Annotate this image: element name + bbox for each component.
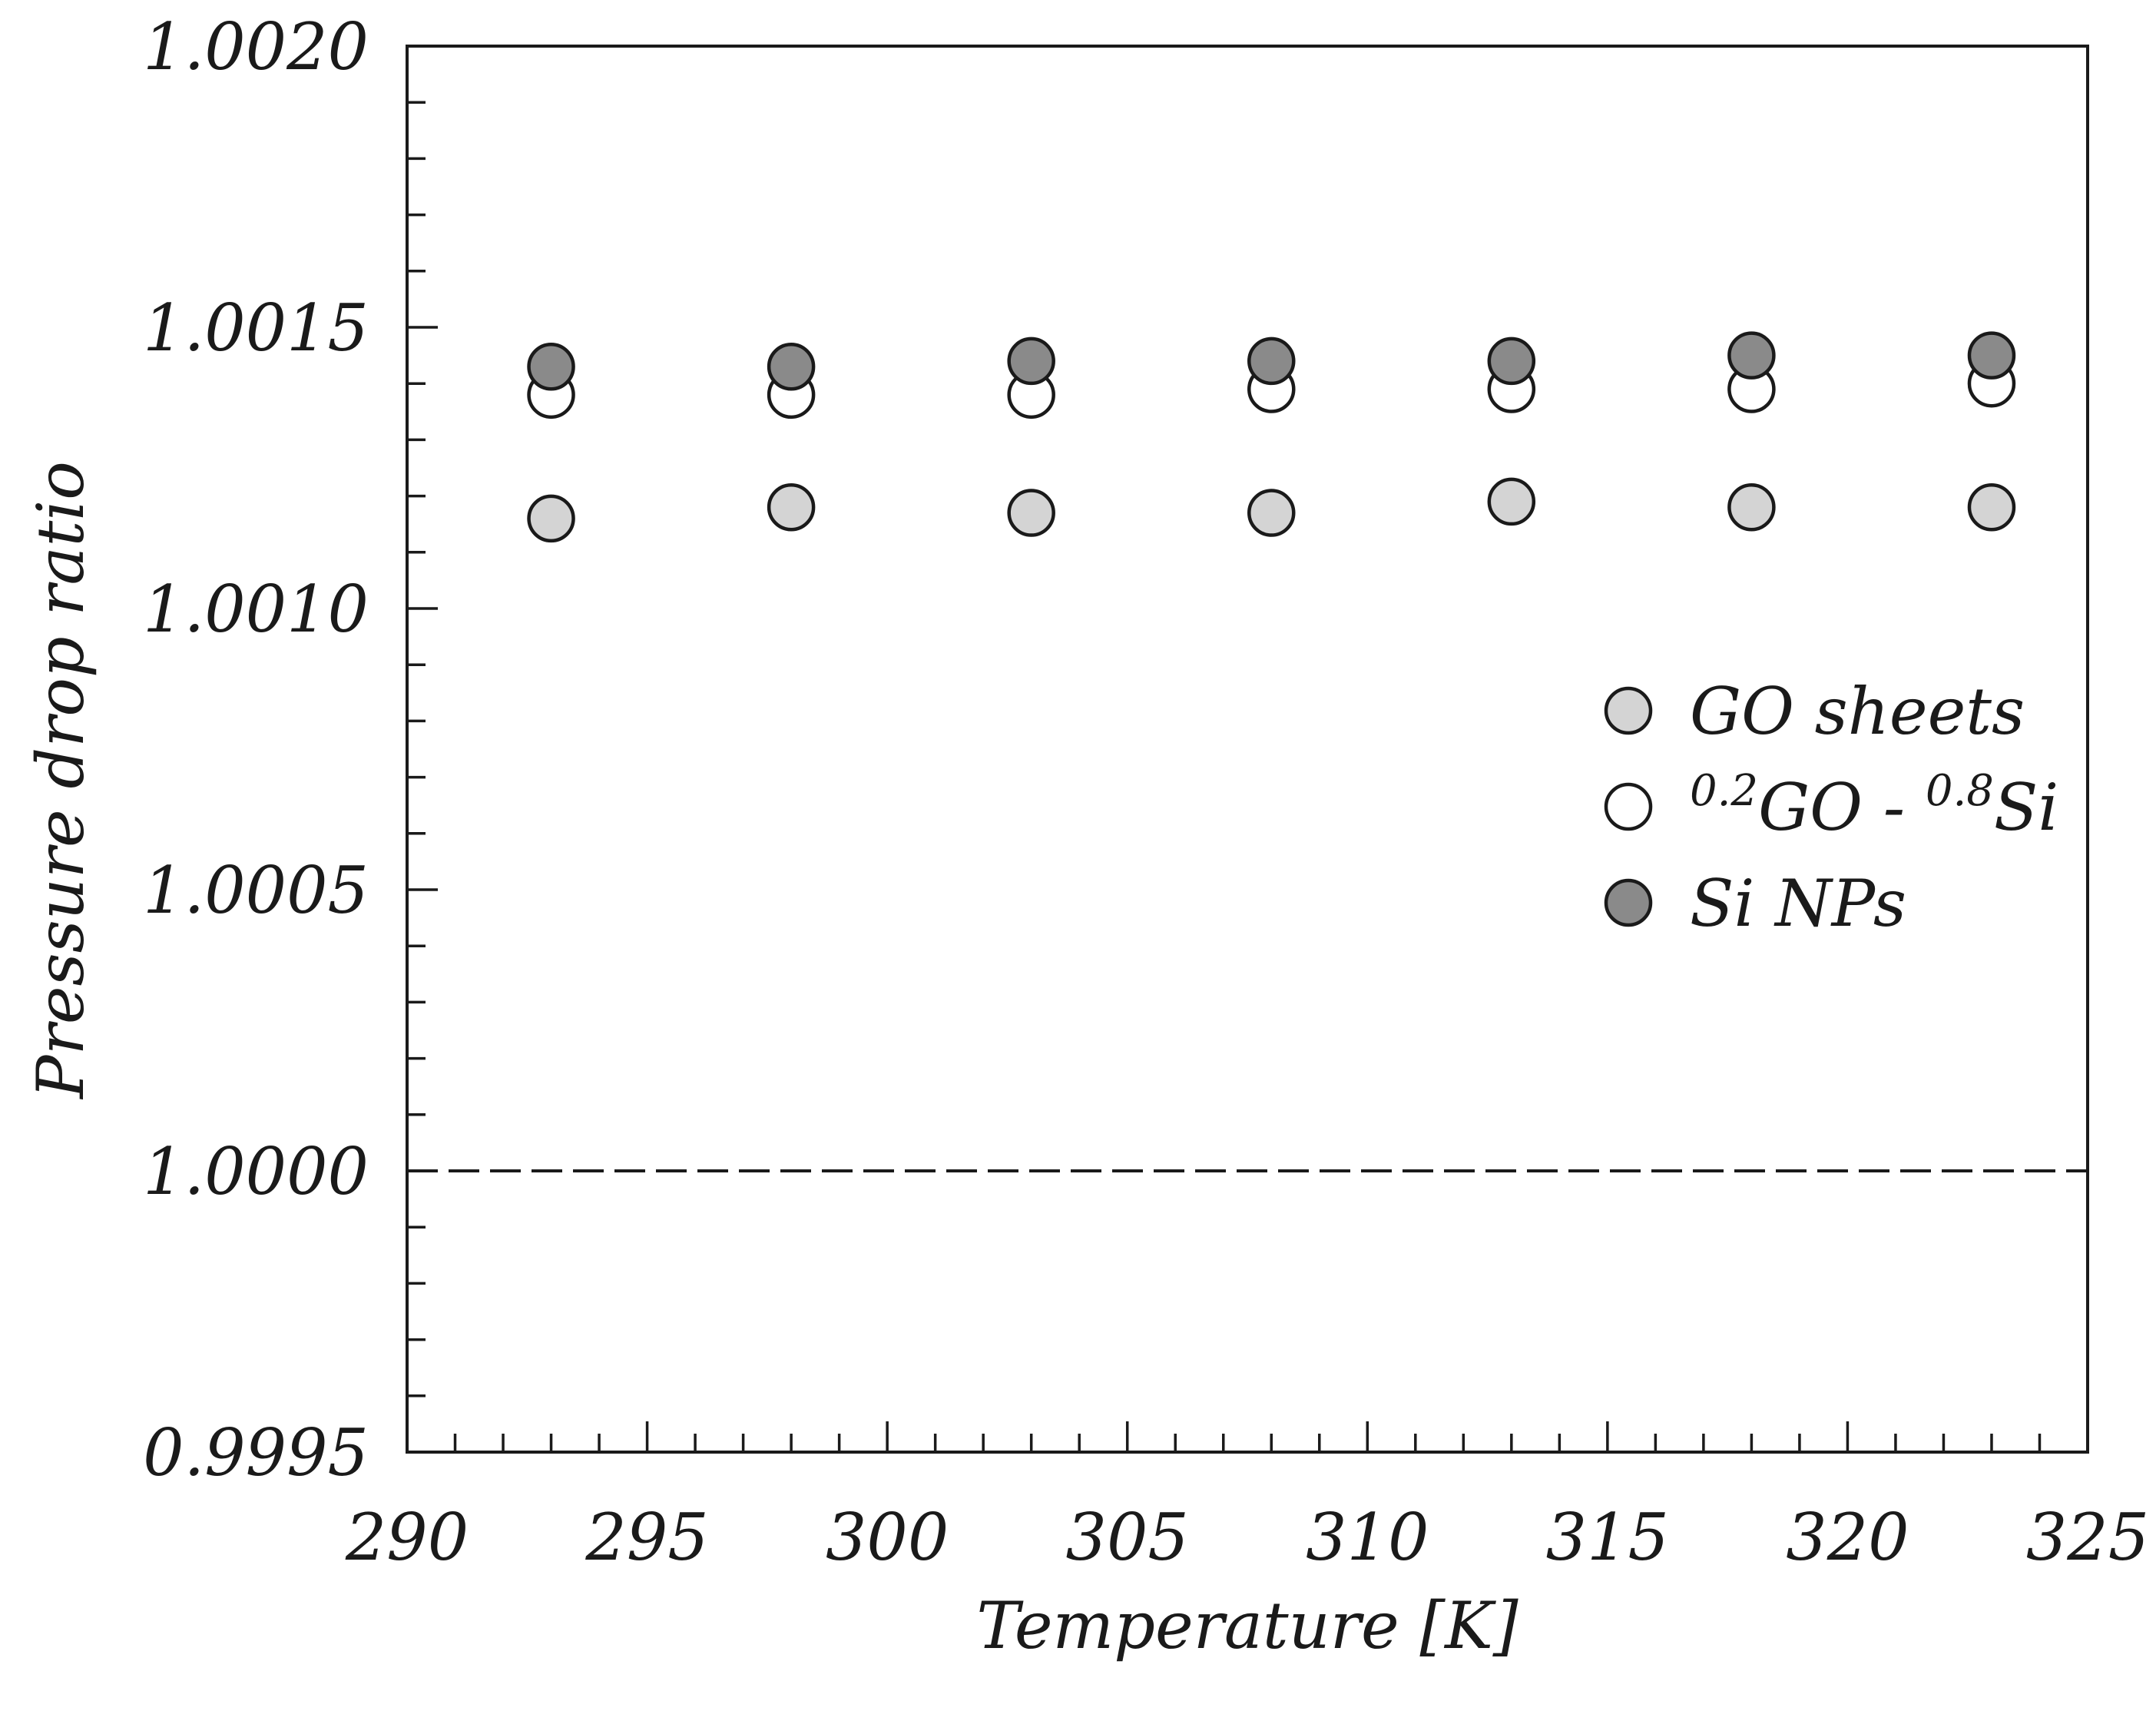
data-point <box>1727 482 1776 532</box>
legend-marker <box>1604 686 1653 735</box>
y-tick-label: 1.0015 <box>143 290 369 366</box>
legend-label-text: GO sheets <box>1690 674 2025 749</box>
data-point <box>1727 331 1776 380</box>
y-tick-label: 1.0005 <box>143 853 369 928</box>
x-axis-label: Temperature [K] <box>976 1588 1518 1663</box>
y-tick-label: 0.9995 <box>143 1415 369 1490</box>
y-tick-label: 1.0000 <box>143 1134 369 1209</box>
x-tick-label: 320 <box>1786 1500 1909 1575</box>
legend-label-text: GO - <box>1758 770 1926 845</box>
plot-frame <box>406 45 2089 1454</box>
data-point <box>1007 337 1055 386</box>
data-point <box>1487 477 1536 526</box>
data-point <box>1247 489 1296 537</box>
data-point <box>767 342 816 391</box>
x-tick-label: 295 <box>585 1500 708 1575</box>
x-tick-label: 290 <box>345 1500 469 1575</box>
legend-label: Si NPs <box>1690 866 1906 941</box>
data-point <box>1487 337 1536 386</box>
data-point <box>1967 482 2016 532</box>
legend-label: 0.2GO - 0.8Si <box>1690 766 2058 846</box>
x-tick-label: 305 <box>1066 1500 1189 1575</box>
data-points <box>527 331 2016 543</box>
y-tick-label: 1.0020 <box>143 9 369 85</box>
x-tick-label: 300 <box>826 1500 949 1575</box>
legend-label-superscript: 0.2 <box>1690 766 1758 816</box>
data-point <box>527 342 575 391</box>
y-tick-label: 1.0010 <box>143 572 369 647</box>
data-point <box>1007 489 1055 537</box>
legend-label-text: Si <box>1994 770 2058 845</box>
legend-label-text: Si NPs <box>1690 866 1906 941</box>
data-point <box>1247 337 1296 386</box>
tick-labels: 290 295 300 305 310 315 320 325 1.0020 1.0015 1.00… <box>143 9 2149 1575</box>
x-tick-label: 315 <box>1546 1500 1669 1575</box>
legend-marker <box>1604 878 1653 927</box>
x-tick-label: 325 <box>2026 1500 2149 1575</box>
axis-ticks <box>406 45 2089 1454</box>
data-point <box>767 482 816 532</box>
legend-marker <box>1604 782 1653 831</box>
data-point <box>1967 331 2016 380</box>
x-tick-label: 310 <box>1306 1500 1429 1575</box>
legend-label-superscript: 0.8 <box>1926 766 1994 816</box>
legend: GO sheets 0.2GO - 0.8Si Si NPs <box>1604 674 2058 941</box>
y-axis-label: Pressure drop ratio <box>23 461 98 1100</box>
legend-label: GO sheets <box>1690 674 2025 749</box>
data-point <box>527 494 575 543</box>
